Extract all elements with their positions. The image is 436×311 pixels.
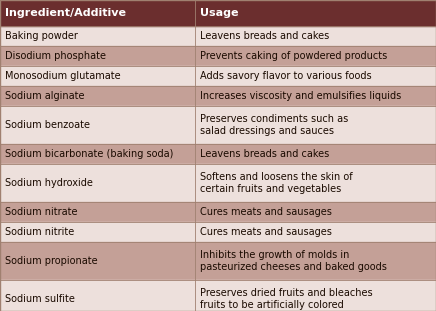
Text: Cures meats and sausages: Cures meats and sausages xyxy=(200,227,332,237)
Bar xyxy=(0,106,436,144)
Text: Monosodium glutamate: Monosodium glutamate xyxy=(5,71,121,81)
Text: Sodium bicarbonate (baking soda): Sodium bicarbonate (baking soda) xyxy=(5,149,174,159)
Text: Sodium benzoate: Sodium benzoate xyxy=(5,120,90,130)
Bar xyxy=(0,222,436,242)
Text: Sodium hydroxide: Sodium hydroxide xyxy=(5,178,93,188)
Text: Usage: Usage xyxy=(200,8,238,18)
Bar xyxy=(0,242,436,280)
Text: Disodium phosphate: Disodium phosphate xyxy=(5,51,106,61)
Text: Ingredient/Additive: Ingredient/Additive xyxy=(5,8,126,18)
Text: Softens and loosens the skin of
certain fruits and vegetables: Softens and loosens the skin of certain … xyxy=(200,172,353,194)
Bar xyxy=(0,66,436,86)
Text: Sodium sulfite: Sodium sulfite xyxy=(5,294,75,304)
Bar xyxy=(0,280,436,311)
Bar xyxy=(0,202,436,222)
Bar xyxy=(0,46,436,66)
Text: Cures meats and sausages: Cures meats and sausages xyxy=(200,207,332,217)
Text: Leavens breads and cakes: Leavens breads and cakes xyxy=(200,31,329,41)
Bar xyxy=(0,164,436,202)
Bar xyxy=(0,144,436,164)
Text: Sodium nitrite: Sodium nitrite xyxy=(5,227,74,237)
Text: Prevents caking of powdered products: Prevents caking of powdered products xyxy=(200,51,387,61)
Text: Preserves condiments such as
salad dressings and sauces: Preserves condiments such as salad dress… xyxy=(200,114,348,137)
Text: Preserves dried fruits and bleaches
fruits to be artificially colored: Preserves dried fruits and bleaches frui… xyxy=(200,288,373,310)
Bar xyxy=(0,26,436,46)
Text: Sodium propionate: Sodium propionate xyxy=(5,256,98,266)
Text: Adds savory flavor to various foods: Adds savory flavor to various foods xyxy=(200,71,371,81)
Bar xyxy=(0,0,436,26)
Text: Leavens breads and cakes: Leavens breads and cakes xyxy=(200,149,329,159)
Text: Sodium alginate: Sodium alginate xyxy=(5,91,85,101)
Text: Baking powder: Baking powder xyxy=(5,31,78,41)
Bar xyxy=(0,86,436,106)
Text: Inhibits the growth of molds in
pasteurized cheeses and baked goods: Inhibits the growth of molds in pasteuri… xyxy=(200,250,387,272)
Text: Increases viscosity and emulsifies liquids: Increases viscosity and emulsifies liqui… xyxy=(200,91,401,101)
Text: Sodium nitrate: Sodium nitrate xyxy=(5,207,78,217)
